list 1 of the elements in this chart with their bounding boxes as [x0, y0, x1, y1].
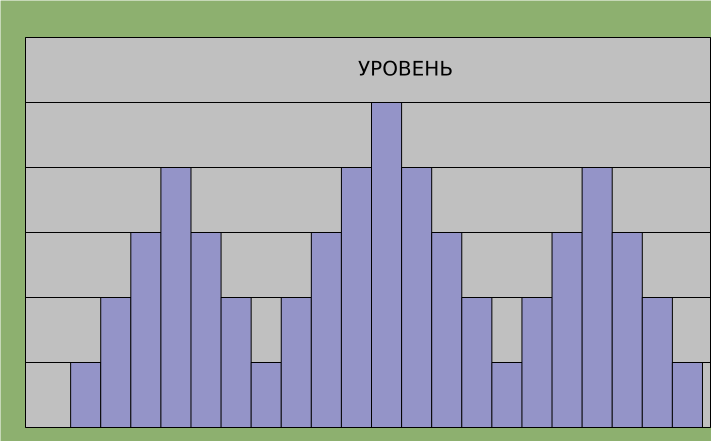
chart-title: УРОВЕНЬ — [358, 56, 454, 80]
